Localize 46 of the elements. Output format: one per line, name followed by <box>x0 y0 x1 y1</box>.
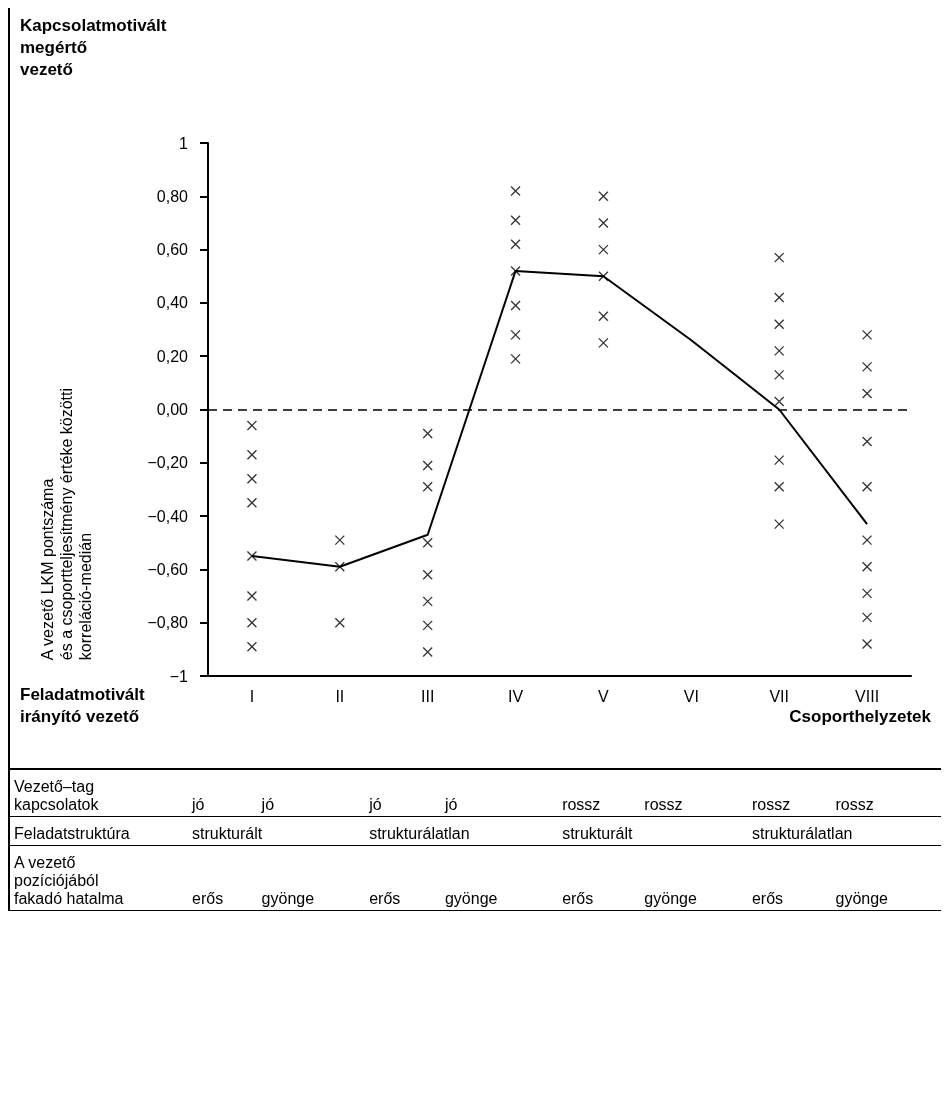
x-tick-label: VII <box>769 687 789 705</box>
text: strukturált <box>191 824 264 844</box>
text: jó <box>260 795 276 815</box>
y-tick-label: −0,40 <box>147 507 189 525</box>
x-tick-label: VI <box>683 687 699 705</box>
text: Feladatmotivált irányító vezető <box>20 684 146 726</box>
y-tick-label: −0,20 <box>147 454 189 472</box>
y-tick-label: 0,20 <box>156 347 189 365</box>
y-tick-label: 0,00 <box>156 401 189 418</box>
x-tick-label: VIII <box>855 687 880 705</box>
text: gyönge <box>443 889 499 909</box>
text: A vezető pozíciójából fakadó hatalma <box>13 853 125 909</box>
y-tick-label: −1 <box>169 667 189 685</box>
y-axis-title: A vezető LKM pontszáma és a csoportteljesítmény értéke közötti korreláció-medián <box>39 388 94 661</box>
y-tick-label: 0,80 <box>156 187 189 205</box>
y-tick-label: 1 <box>179 134 189 152</box>
x-tick-label: IV <box>508 687 524 705</box>
x-tick-label: II <box>335 687 345 705</box>
text: erős <box>368 889 402 909</box>
text: jó <box>190 795 206 815</box>
text: erős <box>191 889 225 909</box>
text: rossz <box>643 795 684 815</box>
text: gyönge <box>260 889 316 909</box>
text: rossz <box>834 795 875 815</box>
text: strukturált <box>561 824 634 844</box>
text: jó <box>443 795 459 815</box>
y-tick-label: 0,60 <box>156 241 189 259</box>
text: gyönge <box>834 889 889 909</box>
text: strukturálatlan <box>368 824 471 844</box>
x-axis-title: Csoporthelyzetek <box>789 707 932 726</box>
x-tick-label: I <box>249 687 255 705</box>
x-tick-label: V <box>598 687 610 705</box>
y-tick-label: −0,80 <box>147 614 189 632</box>
x-tick-label: III <box>421 687 435 705</box>
text: jó <box>368 795 383 815</box>
text: Feladatstruktúra <box>13 824 131 844</box>
text: erős <box>750 889 785 909</box>
text: Vezető–tag kapcsolatok <box>13 777 100 815</box>
text: rossz <box>561 795 602 815</box>
text: strukturálatlan <box>750 824 854 844</box>
text: rossz <box>750 795 792 815</box>
text: Kapcsolatmotivált megértő vezető <box>20 15 167 79</box>
y-tick-label: 0,40 <box>156 294 189 312</box>
y-tick-label: −0,60 <box>147 560 189 578</box>
text: erős <box>561 889 595 909</box>
text: gyönge <box>643 889 698 909</box>
